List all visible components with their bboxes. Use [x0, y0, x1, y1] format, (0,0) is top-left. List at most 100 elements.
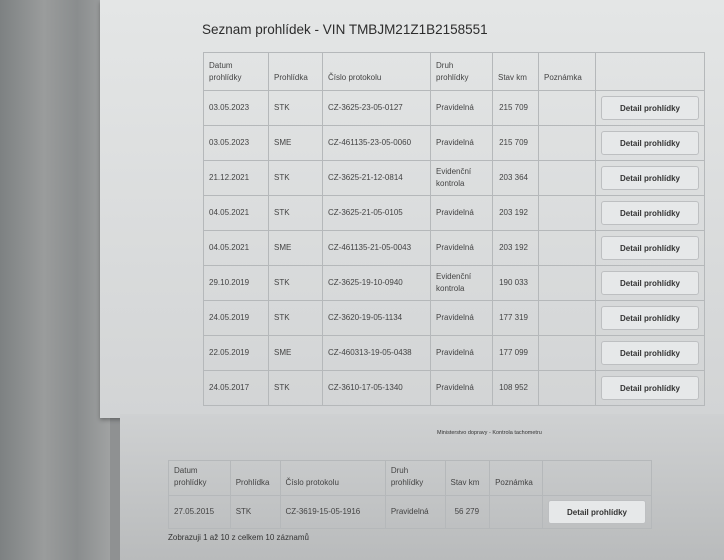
cell-protocol-number: CZ-461135-21-05-0043: [322, 230, 431, 266]
inspections-table-continued: Datum prohlídky Prohlídka Číslo protokolu D…: [168, 460, 652, 529]
cell-odometer: 177 099: [492, 335, 539, 371]
detail-button[interactable]: Detail prohlídky: [601, 166, 699, 190]
table-row: 22.05.2019 SME CZ-460313-19-05-0438 Pravide…: [203, 335, 705, 371]
cell-action: Detail prohlídky: [595, 265, 705, 301]
cell-note: [538, 230, 596, 266]
cell-inspection-kind: Pravidelná: [430, 195, 493, 231]
column-header-protocol-number: Číslo protokolu: [322, 52, 431, 91]
detail-button[interactable]: Detail prohlídky: [601, 236, 699, 260]
cell-inspection-kind: Pravidelná: [430, 370, 493, 406]
cell-note: [489, 495, 543, 529]
column-header-date: Datum prohlídky: [203, 52, 269, 91]
cell-note: [538, 90, 596, 126]
detail-button[interactable]: Detail prohlídky: [601, 341, 699, 365]
column-header-action: [542, 460, 652, 496]
cell-protocol-number: CZ-3619-15-05-1916: [279, 495, 386, 529]
cell-date: 29.10.2019: [203, 265, 269, 301]
cell-inspection-kind: Evidenční kontrola: [430, 265, 493, 301]
cell-inspection-kind: Pravidelná: [384, 495, 446, 529]
cell-note: [538, 370, 596, 406]
cell-protocol-number: CZ-3625-23-05-0127: [322, 90, 431, 126]
cell-type: SME: [268, 335, 323, 371]
cell-action: Detail prohlídky: [595, 300, 705, 336]
cell-protocol-number: CZ-3625-21-12-0814: [322, 160, 431, 196]
cell-action: Detail prohlídky: [595, 195, 705, 231]
table-row: 27.05.2015 STK CZ-3619-15-05-1916 Pravideln…: [168, 495, 652, 529]
detail-button[interactable]: Detail prohlídky: [601, 306, 699, 330]
cell-date: 03.05.2023: [203, 125, 269, 161]
cell-date: 24.05.2019: [203, 300, 269, 336]
cell-action: Detail prohlídky: [595, 90, 705, 126]
cell-inspection-kind: Pravidelná: [430, 335, 493, 371]
cell-date: 27.05.2015: [168, 495, 231, 529]
ministry-footer: Ministerstvo dopravy - Kontrola tachomet…: [437, 430, 542, 436]
table-header-row: Datum prohlídky Prohlídka Číslo protokolu D…: [168, 460, 652, 496]
cell-type: SME: [268, 125, 323, 161]
column-header-note: Poznámka: [489, 460, 543, 496]
pagination-info: Zobrazuji 1 až 10 z celkem 10 záznamů: [168, 533, 309, 542]
column-header-odometer: Stav km: [444, 460, 491, 496]
cell-date: 04.05.2021: [203, 195, 269, 231]
detail-button[interactable]: Detail prohlídky: [601, 131, 699, 155]
cell-note: [538, 335, 596, 371]
column-header-odometer: Stav km: [492, 52, 539, 91]
cell-odometer: 108 952: [492, 370, 539, 406]
table-row: 03.05.2023 SME CZ-461135-23-05-0060 Pravide…: [203, 125, 705, 161]
table-row: 03.05.2023 STK CZ-3625-23-05-0127 Pravideln…: [203, 90, 705, 126]
cell-odometer: 203 192: [492, 195, 539, 231]
cell-date: 03.05.2023: [203, 90, 269, 126]
cell-type: SME: [268, 230, 323, 266]
column-header-date: Datum prohlídky: [168, 460, 231, 496]
cell-protocol-number: CZ-3625-21-05-0105: [322, 195, 431, 231]
column-header-protocol-number: Číslo protokolu: [279, 460, 386, 496]
table-row: 04.05.2021 STK CZ-3625-21-05-0105 Pravideln…: [203, 195, 705, 231]
cell-date: 21.12.2021: [203, 160, 269, 196]
cell-action: Detail prohlídky: [595, 160, 705, 196]
table-row: 24.05.2019 STK CZ-3620-19-05-1134 Pravideln…: [203, 300, 705, 336]
cell-inspection-kind: Pravidelná: [430, 90, 493, 126]
column-header-note: Poznámka: [538, 52, 596, 91]
cell-action: Detail prohlídky: [595, 335, 705, 371]
cell-protocol-number: CZ-3610-17-05-1340: [322, 370, 431, 406]
cell-inspection-kind: Pravidelná: [430, 300, 493, 336]
detail-button[interactable]: Detail prohlídky: [601, 376, 699, 400]
cell-note: [538, 300, 596, 336]
cell-action: Detail prohlídky: [595, 370, 705, 406]
column-header-action: [595, 52, 705, 91]
cell-type: STK: [268, 160, 323, 196]
cell-note: [538, 265, 596, 301]
detail-button[interactable]: Detail prohlídky: [601, 201, 699, 225]
table-row: 21.12.2021 STK CZ-3625-21-12-0814 Evidenční…: [203, 160, 705, 196]
cell-odometer: 203 192: [492, 230, 539, 266]
column-header-inspection-kind: Druh prohlídky: [384, 460, 446, 496]
cell-odometer: 56 279: [444, 495, 491, 529]
cell-action: Detail prohlídky: [542, 495, 652, 529]
cell-type: STK: [229, 495, 281, 529]
detail-button[interactable]: Detail prohlídky: [548, 500, 646, 524]
cell-protocol-number: CZ-460313-19-05-0438: [322, 335, 431, 371]
cell-date: 24.05.2017: [203, 370, 269, 406]
table-row: 04.05.2021 SME CZ-461135-21-05-0043 Pravide…: [203, 230, 705, 266]
cell-action: Detail prohlídky: [595, 230, 705, 266]
cell-type: STK: [268, 195, 323, 231]
cell-action: Detail prohlídky: [595, 125, 705, 161]
cell-odometer: 177 319: [492, 300, 539, 336]
cell-date: 22.05.2019: [203, 335, 269, 371]
cell-inspection-kind: Pravidelná: [430, 230, 493, 266]
cell-type: STK: [268, 370, 323, 406]
cell-inspection-kind: Pravidelná: [430, 125, 493, 161]
table-header-row: Datum prohlídky Prohlídka Číslo protokolu D…: [203, 52, 705, 91]
detail-button[interactable]: Detail prohlídky: [601, 271, 699, 295]
cell-odometer: 215 709: [492, 90, 539, 126]
table-row: 29.10.2019 STK CZ-3625-19-10-0940 Evidenční…: [203, 265, 705, 301]
cell-protocol-number: CZ-3620-19-05-1134: [322, 300, 431, 336]
cell-protocol-number: CZ-3625-19-10-0940: [322, 265, 431, 301]
cell-odometer: 190 033: [492, 265, 539, 301]
background-surface: [0, 0, 110, 560]
cell-odometer: 215 709: [492, 125, 539, 161]
cell-type: STK: [268, 300, 323, 336]
cell-date: 04.05.2021: [203, 230, 269, 266]
detail-button[interactable]: Detail prohlídky: [601, 96, 699, 120]
column-header-type: Prohlídka: [229, 460, 281, 496]
cell-inspection-kind: Evidenční kontrola: [430, 160, 493, 196]
